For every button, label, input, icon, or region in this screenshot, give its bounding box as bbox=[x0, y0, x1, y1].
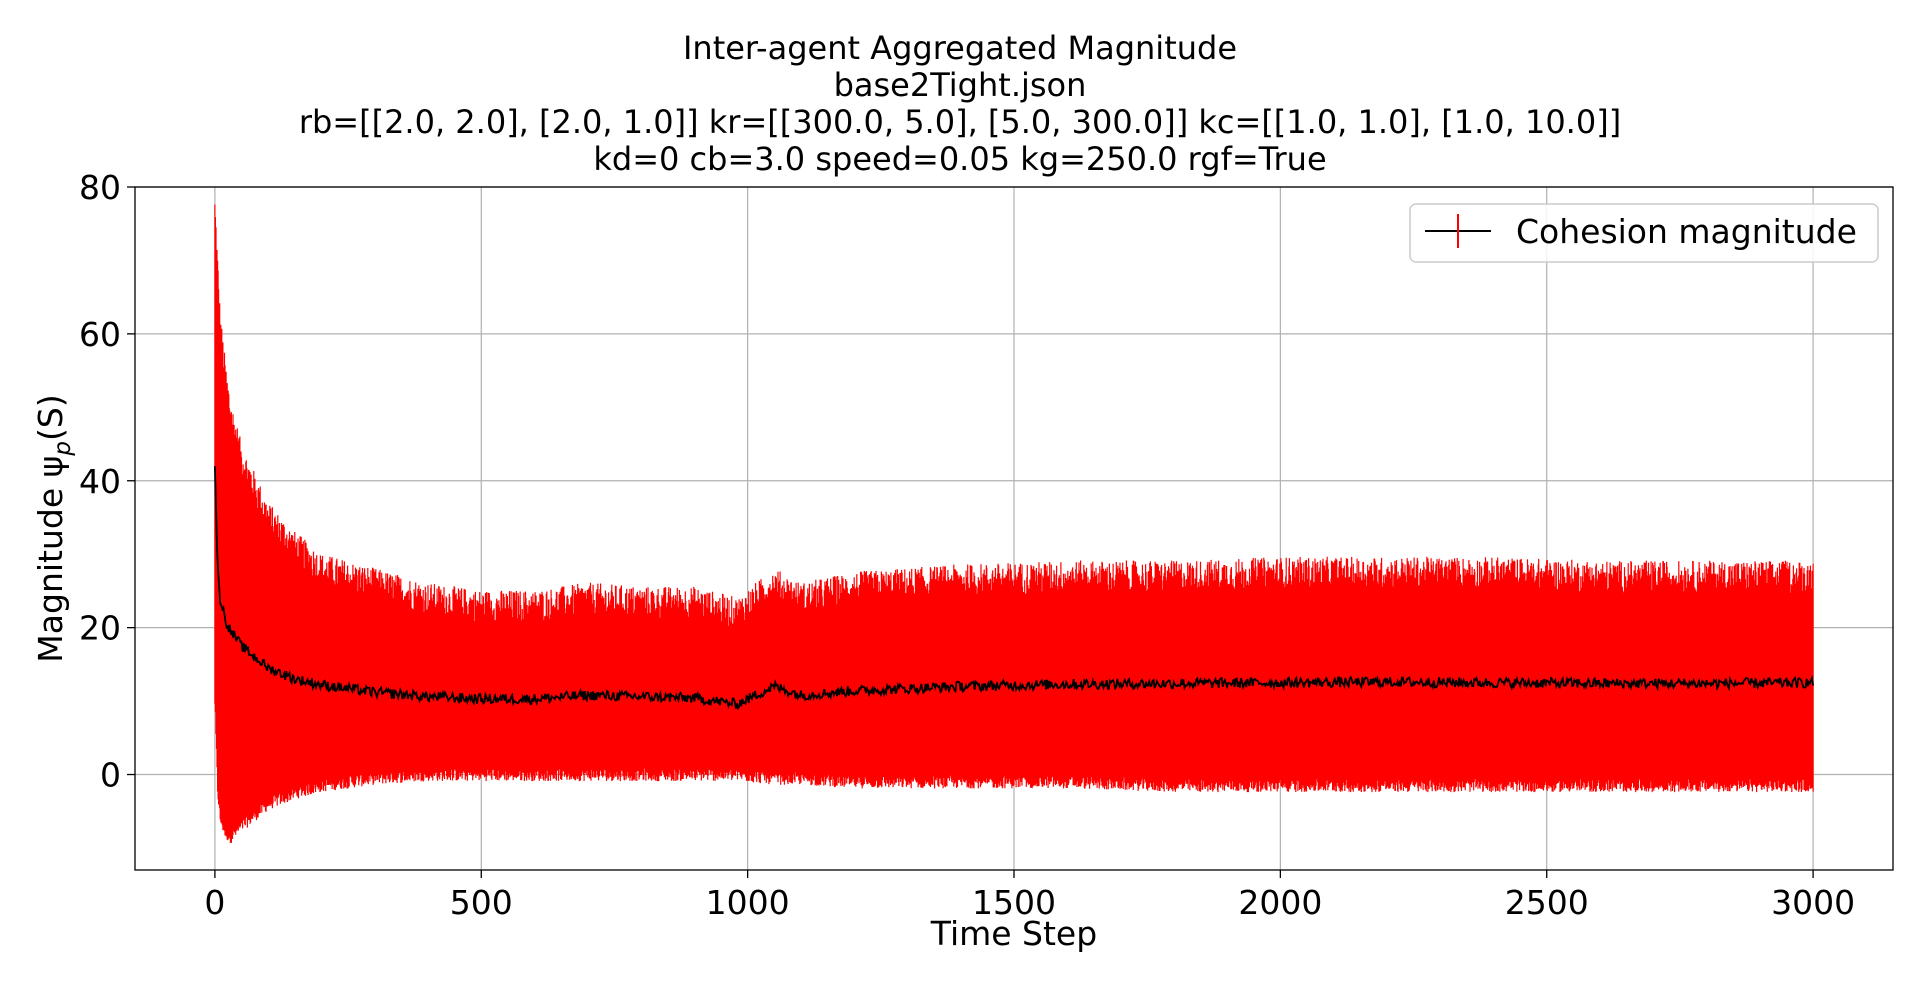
y-axis-label: Magnitude ψp(S) bbox=[31, 394, 76, 662]
y-tick-label: 40 bbox=[79, 462, 121, 501]
y-tick-label: 60 bbox=[79, 315, 121, 354]
title-line-1: Inter-agent Aggregated Magnitude bbox=[682, 29, 1238, 67]
title-line-4: kd=0 cb=3.0 speed=0.05 kg=250.0 rgf=True bbox=[593, 140, 1327, 178]
y-tick-label: 0 bbox=[100, 756, 121, 795]
x-tick-label: 2500 bbox=[1505, 883, 1589, 922]
legend-entry-label: Cohesion magnitude bbox=[1516, 212, 1857, 251]
legend-box bbox=[1409, 203, 1879, 263]
x-tick-label: 2000 bbox=[1238, 883, 1322, 922]
y-axis-label-subscript: p bbox=[50, 441, 76, 457]
y-axis-label-main: Magnitude ψ bbox=[31, 456, 70, 663]
axis-ticks: 0 500 1000 1500 2000 2500 3000 0 20 40 60 80 bbox=[79, 168, 1855, 922]
chart-title: Inter-agent Aggregated Magnitude base2Ti… bbox=[0, 30, 1920, 178]
x-axis-label: Time Step bbox=[930, 914, 1097, 953]
series-mean-line bbox=[214, 466, 1814, 711]
x-tick-label: 1000 bbox=[706, 883, 790, 922]
x-tick-label: 3000 bbox=[1771, 883, 1855, 922]
y-tick-label: 20 bbox=[79, 609, 121, 648]
y-tick-label: 80 bbox=[79, 168, 121, 207]
title-line-2: base2Tight.json bbox=[833, 66, 1087, 104]
y-axis-label-suffix: (S) bbox=[31, 394, 70, 441]
x-tick-label: 500 bbox=[450, 883, 513, 922]
x-tick-label: 1500 bbox=[972, 883, 1056, 922]
x-tick-label: 0 bbox=[204, 883, 225, 922]
title-line-3: rb=[[2.0, 2.0], [2.0, 1.0]] kr=[[300.0, … bbox=[298, 103, 1622, 141]
legend: Cohesion magnitude bbox=[1409, 203, 1879, 263]
mean-line-group bbox=[214, 466, 1814, 711]
